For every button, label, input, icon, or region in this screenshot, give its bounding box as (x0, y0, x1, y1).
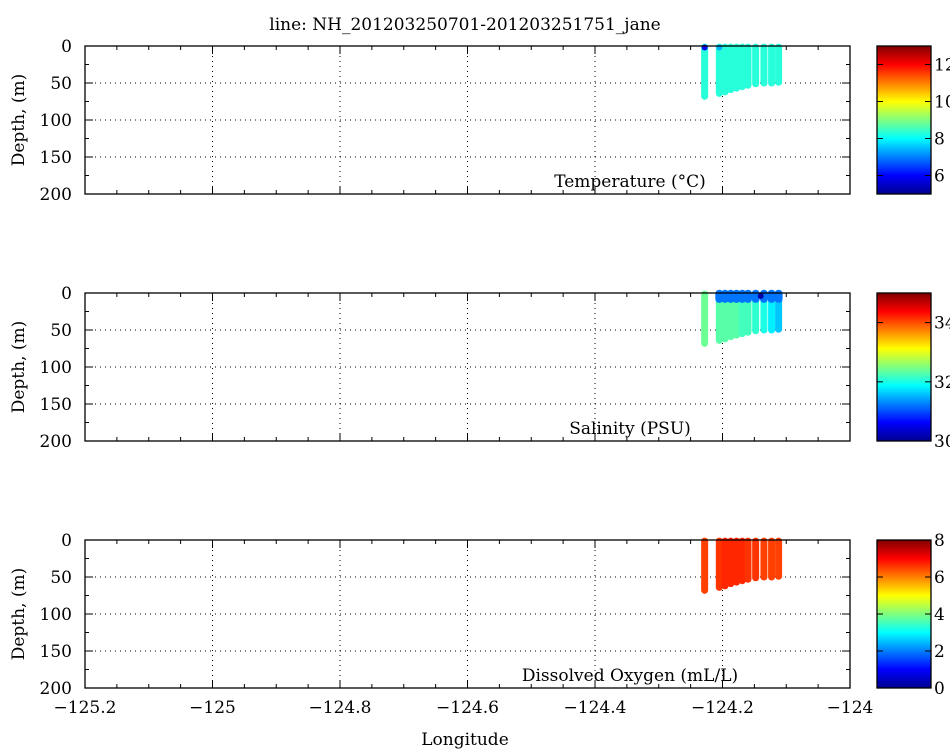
panel-1: 0 50 100 150 200 Depth, (m) Salinity (PSU) 30 32… (9, 284, 950, 452)
colorbar (876, 539, 932, 689)
x-tick-label: −124.6 (436, 698, 499, 718)
colorbar-tick-label: 6 (934, 568, 945, 588)
x-tick-label: −125 (189, 698, 236, 718)
colorbar-tick-label: 8 (934, 531, 945, 551)
figure-title: line: NH_201203250701-201203251751_jane (269, 15, 660, 35)
y-tick-label: 150 (40, 395, 72, 415)
colorbar-tick-label: 32 (934, 373, 950, 393)
colorbar-tick-label: 0 (934, 679, 945, 699)
panel-2: 0 50 100 150 200−125.2 −125 −124.8 −124.6 −124.4… (9, 531, 945, 718)
panel-annotation: Temperature (°C) (554, 172, 706, 192)
y-tick-label: 50 (50, 568, 72, 588)
y-tick-label: 50 (50, 74, 72, 94)
x-tick-label: −124.8 (309, 698, 372, 718)
y-axis-label: Depth, (m) (9, 568, 29, 661)
colorbar-tick-label: 8 (934, 130, 945, 150)
y-tick-label: 0 (61, 531, 72, 551)
plot-frame (84, 539, 851, 689)
y-tick-label: 0 (61, 37, 72, 57)
colorbar-tick-label: 10 (934, 93, 950, 113)
colorbar-tick-label: 30 (934, 432, 950, 452)
plot-frame (84, 292, 851, 442)
x-axis-label: Longitude (421, 730, 509, 750)
y-tick-label: 200 (40, 185, 72, 205)
plot-frame (84, 45, 851, 195)
y-tick-label: 100 (40, 111, 72, 131)
colorbar-tick-label: 12 (934, 56, 950, 76)
x-tick-label: −124.4 (564, 698, 627, 718)
panel-0: 0 50 100 150 200 Depth, (m) Temperature (°C) 6 8… (9, 37, 950, 205)
x-tick-label: −124.2 (691, 698, 754, 718)
x-tick-label: −125.2 (54, 698, 117, 718)
y-tick-label: 100 (40, 358, 72, 378)
y-tick-label: 200 (40, 679, 72, 699)
y-axis-label: Depth, (m) (9, 321, 29, 414)
y-tick-label: 0 (61, 284, 72, 304)
data-point (757, 292, 764, 299)
y-tick-label: 200 (40, 432, 72, 452)
y-axis-label: Depth, (m) (9, 74, 29, 167)
y-tick-label: 100 (40, 605, 72, 625)
x-tick-label: −124 (827, 698, 874, 718)
colorbar (876, 292, 932, 442)
colorbar-tick-label: 4 (934, 605, 945, 625)
colorbar-tick-label: 34 (934, 314, 950, 334)
colorbar-tick-label: 6 (934, 167, 945, 187)
colorbar (876, 45, 932, 195)
panel-annotation: Dissolved Oxygen (mL/L) (522, 666, 738, 686)
y-tick-label: 150 (40, 148, 72, 168)
y-tick-label: 50 (50, 321, 72, 341)
panel-annotation: Salinity (PSU) (569, 419, 691, 439)
colorbar-tick-label: 2 (934, 642, 945, 662)
y-tick-label: 150 (40, 642, 72, 662)
